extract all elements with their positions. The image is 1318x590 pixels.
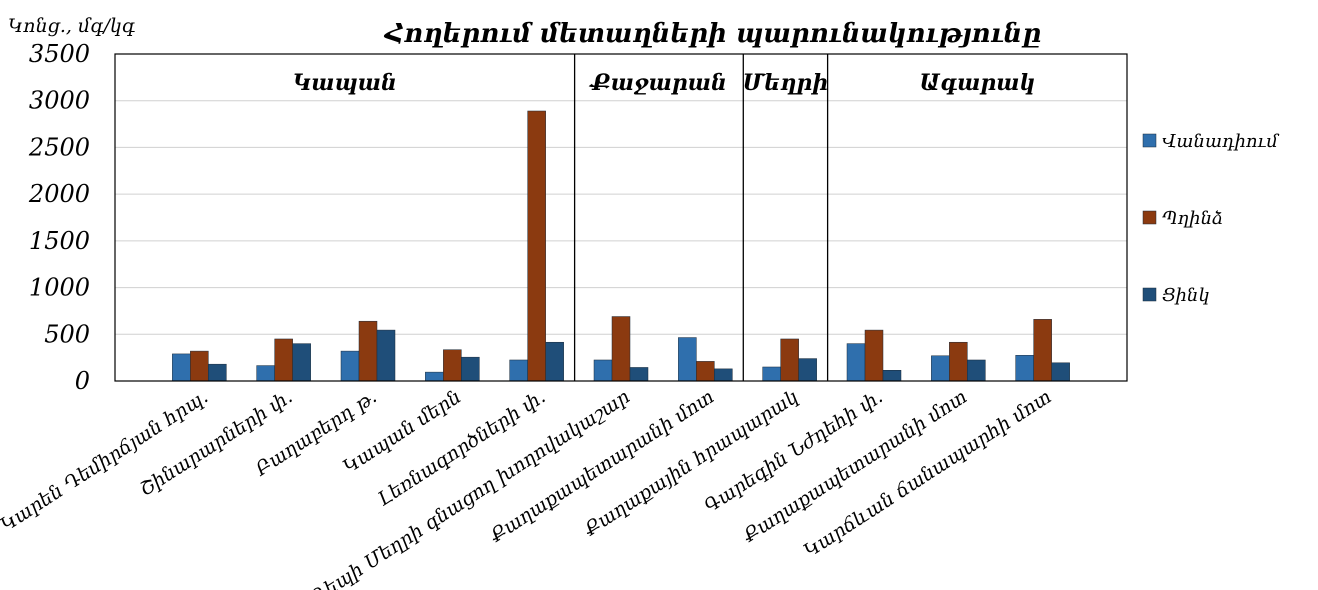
gridlines (115, 100, 1127, 335)
y-tick-label: 3500 (29, 40, 90, 68)
y-tick-label: 1000 (29, 274, 90, 302)
bar-2-6 (714, 368, 733, 382)
bar-1-3 (443, 349, 462, 382)
bar-2-7 (798, 358, 817, 382)
bar-0-1 (256, 365, 275, 382)
legend: Վանադիում Պղինձ Ցինկ (1142, 131, 1279, 306)
bar-2-8 (882, 370, 902, 382)
bar-0-8 (846, 343, 866, 382)
bar-0-9 (931, 355, 950, 382)
bar-1-6 (696, 361, 715, 382)
legend-label: Պղինձ (1162, 208, 1223, 229)
bar-2-9 (967, 359, 986, 382)
bar-2-0 (208, 363, 227, 382)
legend-swatch (1142, 287, 1157, 302)
plot-area-frame (114, 53, 1128, 382)
legend-swatch (1142, 133, 1157, 148)
y-tick-label: 1500 (29, 227, 90, 255)
legend-swatch (1142, 210, 1157, 225)
region-label: Մեղրի (743, 70, 829, 96)
bar-0-6 (678, 337, 697, 382)
y-axis-ticks: 0 500 1000 1500 2000 2500 3000 3500 (28, 40, 90, 395)
x-tick-label: Շինարարների փ. (136, 386, 296, 501)
chart-title: Հողերում մետաղների պարունակությունը (383, 19, 1041, 49)
bar-0-0 (172, 353, 191, 382)
bar-1-0 (190, 350, 209, 382)
y-axis-label: Կոնց., մգ/կգ (8, 15, 135, 37)
bar-1-1 (274, 338, 293, 382)
bar-0-5 (593, 359, 613, 382)
bar-2-1 (292, 343, 311, 382)
bar-0-10 (1015, 355, 1034, 382)
y-tick-label: 500 (44, 320, 90, 348)
y-tick-label: 3000 (29, 87, 90, 115)
bar-series (172, 110, 1070, 382)
bar-1-5 (611, 316, 631, 382)
bar-2-10 (1051, 362, 1070, 382)
bar-2-3 (461, 356, 480, 382)
bar-0-4 (509, 359, 528, 382)
legend-label: Ցինկ (1162, 285, 1210, 306)
bar-2-5 (629, 367, 649, 382)
bar-1-7 (780, 338, 799, 382)
y-tick-label: 0 (75, 367, 90, 395)
bar-1-9 (949, 341, 968, 382)
bar-2-4 (545, 341, 564, 382)
y-tick-label: 2000 (28, 180, 90, 208)
region-dividers: Կապան Քաջարան Մեղրի Ագարակ (293, 54, 1035, 381)
legend-label: Վանադիում (1162, 131, 1279, 152)
bar-0-7 (762, 366, 781, 382)
bar-1-4 (527, 110, 546, 382)
bar-0-2 (340, 350, 360, 382)
region-label: Քաջարան (588, 70, 727, 96)
region-label: Ագարակ (919, 70, 1035, 96)
bar-1-2 (358, 320, 378, 382)
x-axis-ticks: Կարեն Դեմիրճյան հրպ.Շինարարների փ.Բաղաբե… (0, 386, 1055, 590)
bar-1-10 (1033, 319, 1052, 382)
region-label: Կապան (293, 70, 397, 96)
bar-0-3 (425, 371, 444, 382)
bar-2-2 (376, 329, 396, 382)
y-tick-label: 2500 (28, 133, 90, 161)
bar-1-8 (864, 329, 884, 382)
